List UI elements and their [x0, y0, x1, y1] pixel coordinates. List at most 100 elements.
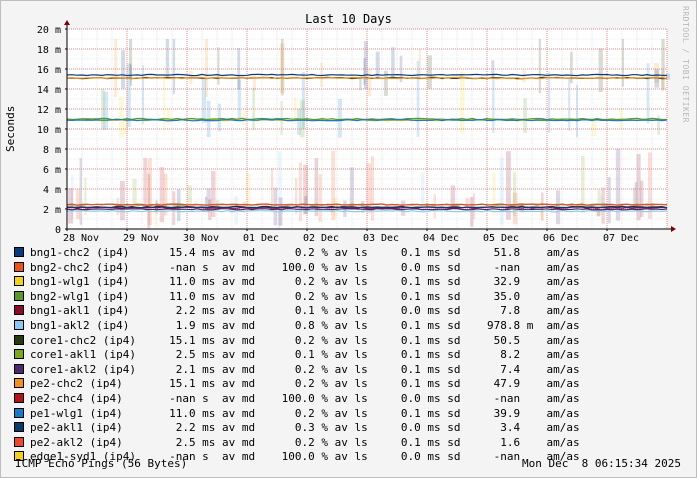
series-line-bng1-chc2	[66, 73, 668, 77]
legend-text: core1-akl1 (ip4) 2.5 ms av md 0.1 % av l…	[30, 348, 580, 362]
smoke-spike	[84, 177, 87, 215]
smoke-spike	[367, 69, 372, 97]
smoke-spike	[215, 200, 220, 207]
series-line-pe2-akl1	[66, 205, 668, 209]
smoke-spike	[298, 162, 303, 222]
smoke-spike	[75, 189, 81, 220]
smoke-spike	[601, 187, 605, 224]
smoke-spike	[147, 173, 151, 229]
smoke-spike	[242, 110, 247, 125]
x-axis-arrow	[671, 226, 676, 232]
smoke-spike	[465, 198, 470, 209]
smoke-spike	[375, 51, 380, 79]
smoke-spike	[293, 97, 297, 125]
smoke-spike	[654, 63, 659, 83]
smoke-spike	[270, 167, 274, 213]
smoke-spike	[143, 157, 147, 210]
smoke-spike	[370, 156, 375, 221]
smoke-spike	[570, 51, 573, 84]
legend-swatch	[14, 276, 24, 287]
legend-row: pe2-chc4 (ip4) -nan s av md 100.0 % av l…	[14, 392, 580, 407]
smoke-spike	[523, 98, 527, 134]
smoke-spike	[648, 152, 652, 219]
smoke-spike	[147, 158, 152, 226]
legend-text: pe2-chc2 (ip4) 15.1 ms av md 0.2 % av ls…	[30, 377, 580, 391]
smoke-spike	[132, 179, 137, 205]
smoke-spike	[499, 157, 504, 225]
smoke-spike	[68, 188, 74, 224]
legend-row: core1-chc2 (ip4) 15.1 ms av md 0.2 % av …	[14, 334, 580, 349]
legend-swatch	[14, 319, 24, 330]
smoke-spike	[568, 77, 571, 131]
series-line-pe1-wlg1	[66, 118, 668, 122]
smoke-spike	[187, 185, 192, 205]
legend-row: core1-akl1 (ip4) 2.5 ms av md 0.1 % av l…	[14, 348, 580, 363]
smoke-spike	[621, 39, 624, 87]
smoke-spike	[576, 84, 579, 138]
smoke-spike	[661, 39, 665, 90]
legend-text: bng2-chc2 (ip4) -nan s av md 100.0 % av …	[30, 260, 580, 274]
legend-text: pe2-chc4 (ip4) -nan s av md 100.0 % av l…	[30, 391, 580, 405]
smoke-spike	[314, 157, 319, 217]
y-axis-arrow	[64, 20, 70, 25]
legend-swatch	[14, 261, 24, 272]
smoke-spike	[522, 69, 526, 83]
smoke-spike	[383, 70, 388, 96]
smoke-spike	[304, 196, 308, 214]
x-tick-label: 30 Nov	[183, 233, 219, 244]
smoke-spike	[114, 39, 118, 98]
legend-swatch	[14, 436, 24, 447]
legend-text: pe1-wlg1 (ip4) 11.0 ms av md 0.2 % av ls…	[30, 406, 580, 420]
smoke-spike	[246, 173, 251, 212]
smoke-spike	[273, 187, 278, 226]
smoke-spike	[416, 60, 420, 137]
smoke-spike	[450, 185, 456, 209]
smoke-spike	[237, 79, 242, 121]
smoke-spike	[159, 167, 165, 223]
y-tick-label: 6 m	[43, 165, 61, 176]
legend-row: pe2-akl1 (ip4) 2.2 ms av md 0.3 % av ls …	[14, 421, 580, 436]
smoke-spike	[301, 72, 306, 130]
legend-swatch	[14, 407, 24, 418]
y-tick-label: 10 m	[37, 125, 61, 136]
smoke-spike	[491, 60, 495, 78]
footer-timestamp: Mon Dec 8 06:15:34 2025	[522, 457, 681, 470]
smoke-spike	[666, 73, 670, 80]
legend-swatch	[14, 334, 24, 345]
smoke-spike	[433, 193, 436, 219]
smoke-spike	[580, 156, 585, 213]
legend-text: pe2-akl1 (ip4) 2.2 ms av md 0.3 % av ls …	[30, 421, 580, 435]
legend-row: core1-akl2 (ip4) 2.1 ms av md 0.2 % av l…	[14, 363, 580, 378]
smoke-spike	[295, 177, 298, 214]
legend-swatch	[14, 392, 24, 403]
legend-text: bng1-chc2 (ip4) 15.4 ms av md 0.2 % av l…	[30, 246, 580, 259]
smoke-spike	[459, 71, 465, 134]
smoke-spike	[598, 48, 603, 93]
x-tick-label: 07 Dec	[603, 233, 639, 244]
smoke-spike	[163, 173, 168, 216]
smoke-spike	[119, 96, 124, 138]
smoke-spike	[123, 118, 128, 134]
smoke-spike	[320, 62, 323, 87]
legend-swatch	[14, 305, 24, 316]
smoke-spike	[619, 107, 623, 130]
smoke-spike	[154, 204, 157, 226]
smoke-spike	[119, 181, 125, 221]
x-tick-label: 01 Dec	[243, 233, 279, 244]
x-tick-label: 28 Nov	[63, 233, 99, 244]
legend-text: edge1-syd1 (ip4) -nan s av md 100.0 % av…	[30, 450, 580, 464]
series-line-bng1-akl2	[66, 209, 668, 213]
legend-text: core1-chc2 (ip4) 15.1 ms av md 0.2 % av …	[30, 333, 580, 347]
y-tick-label: 0	[55, 225, 61, 236]
smoke-spike	[279, 43, 285, 94]
y-tick-label: 8 m	[43, 145, 61, 156]
smoke-spike	[204, 196, 208, 208]
smoke-spike	[237, 47, 241, 90]
smoke-spike	[252, 74, 256, 91]
legend-row: bng1-akl2 (ip4) 1.9 ms av md 0.8 % av ls…	[14, 319, 580, 334]
smoke-spike	[163, 70, 166, 133]
legend-text: pe2-akl2 (ip4) 2.5 ms av md 0.2 % av ls …	[30, 435, 580, 449]
smoke-spike	[615, 148, 621, 221]
y-tick-label: 12 m	[37, 105, 61, 116]
